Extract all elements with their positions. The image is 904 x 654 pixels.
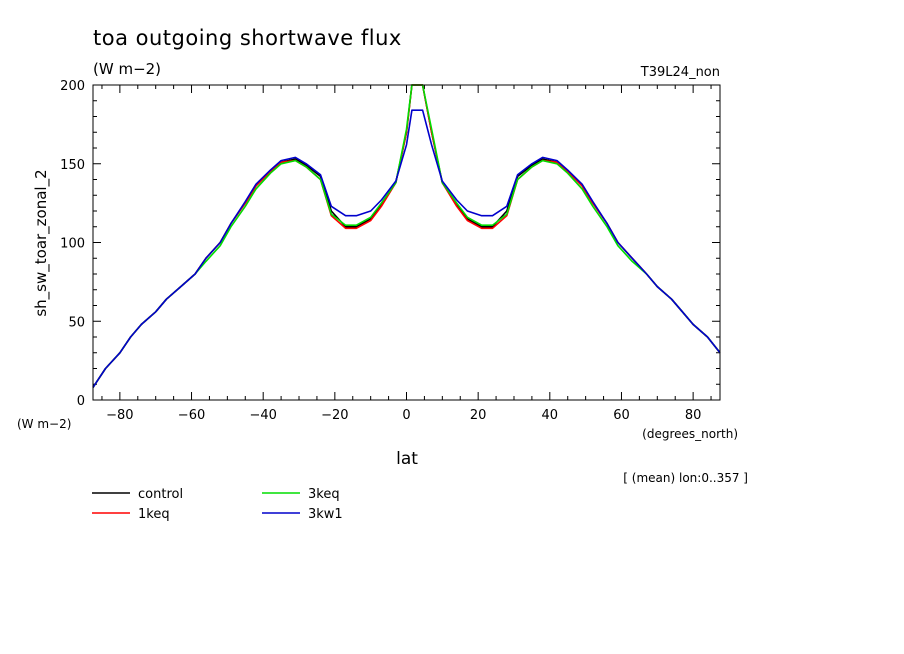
x-tick-label: 0 bbox=[402, 408, 410, 423]
y-tick-label: 50 bbox=[68, 315, 85, 330]
run-label: T39L24_non bbox=[640, 65, 720, 80]
legend-label-1keq: 1keq bbox=[138, 507, 170, 522]
y-tick-label: 0 bbox=[77, 394, 85, 409]
legend: control 1keq 3keq 3kw1 bbox=[92, 487, 343, 522]
series-lines bbox=[92, 84, 721, 388]
legend-label-3kw1: 3kw1 bbox=[308, 507, 343, 522]
chart-title: toa outgoing shortwave flux bbox=[93, 26, 402, 50]
y-tick-label: 100 bbox=[60, 237, 85, 252]
x-tick-label: −40 bbox=[249, 408, 276, 423]
x-tick-label: 40 bbox=[542, 408, 559, 423]
x-tick-label: 60 bbox=[613, 408, 630, 423]
plot-frame bbox=[92, 84, 721, 401]
x-tick-label: 80 bbox=[685, 408, 702, 423]
x-tick-label: −80 bbox=[106, 408, 133, 423]
axis-ticks: −80 −60 −40 −20 0 20 40 60 80 0 50 100 150 200 bbox=[60, 79, 720, 423]
legend-label-control: control bbox=[138, 487, 183, 502]
chart-subtitle: (W m−2) bbox=[93, 60, 161, 78]
series-line-3keq bbox=[92, 84, 721, 388]
series-line-3kw1 bbox=[92, 109, 721, 388]
x-axis-label: lat bbox=[396, 449, 418, 469]
y-tick-label: 200 bbox=[60, 79, 85, 94]
y-axis-units: (W m−2) bbox=[17, 417, 71, 431]
x-axis-units: (degrees_north) bbox=[642, 427, 738, 441]
y-axis-label: sh_sw_toar_zonal_2 bbox=[32, 169, 51, 316]
x-tick-label: −60 bbox=[178, 408, 205, 423]
y-tick-label: 150 bbox=[60, 158, 85, 173]
legend-label-3keq: 3keq bbox=[308, 487, 340, 502]
x-tick-label: 20 bbox=[470, 408, 487, 423]
x-tick-label: −20 bbox=[321, 408, 348, 423]
mean-annotation: [ (mean) lon:0..357 ] bbox=[623, 471, 748, 485]
